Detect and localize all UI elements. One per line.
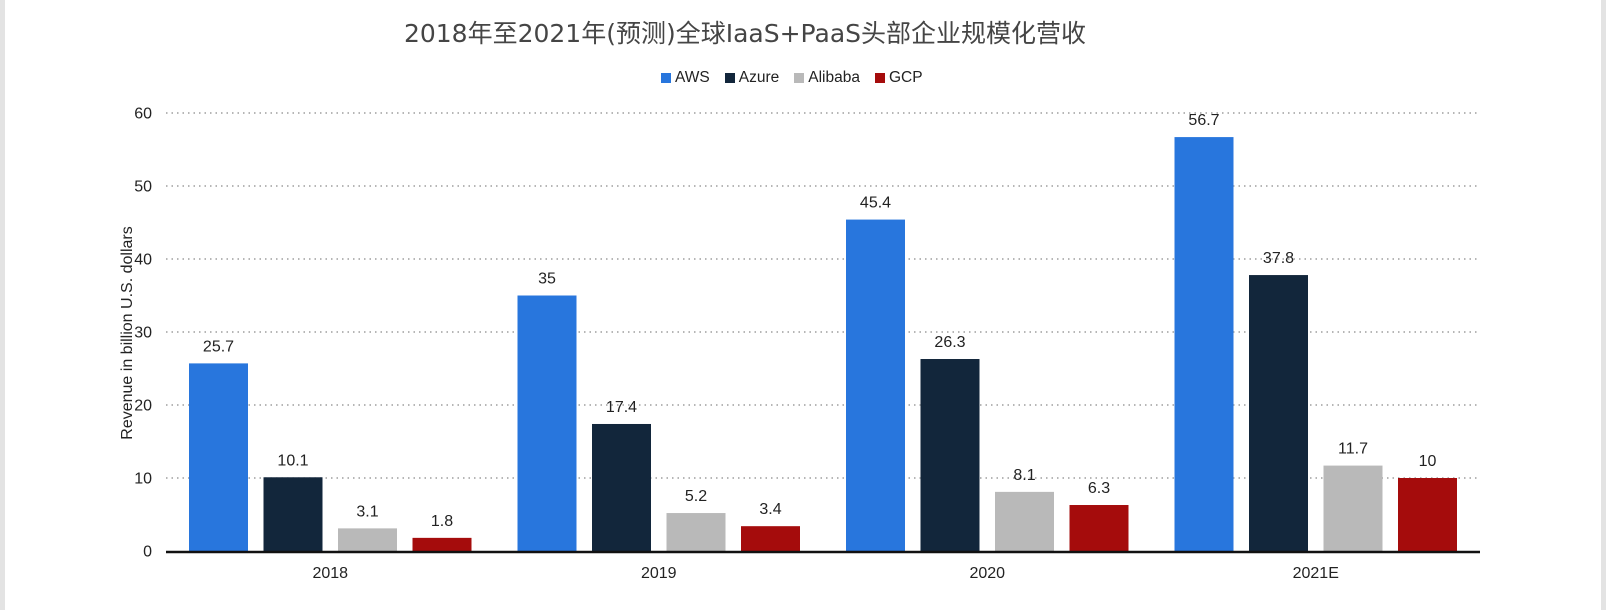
bar-aws-2018[interactable] xyxy=(189,363,248,551)
axes: 0 10 20 30 40 50 60 2018 2019 2020 2021E xyxy=(134,106,1480,582)
legend-item-gcp[interactable]: GCP xyxy=(874,69,923,87)
y-tick-label: 0 xyxy=(143,544,152,561)
legend-swatch-aws xyxy=(661,73,671,83)
legend-item-alibaba[interactable]: Alibaba xyxy=(794,69,860,87)
bar-alibaba-2021e[interactable] xyxy=(1323,465,1383,551)
x-tick-label: 2019 xyxy=(641,565,677,582)
data-label: 26.3 xyxy=(934,334,965,351)
legend-swatch-gcp xyxy=(874,73,885,83)
data-label: 3.4 xyxy=(759,501,781,518)
data-label: 45.4 xyxy=(860,195,891,212)
legend-swatch-alibaba xyxy=(794,73,805,83)
bar-gcp-2019[interactable] xyxy=(741,526,800,551)
data-label: 37.8 xyxy=(1263,250,1294,267)
legend-label-aws: AWS xyxy=(675,69,710,86)
data-label: 3.1 xyxy=(356,503,378,520)
y-axis-label: Revenue in billion U.S. dollars xyxy=(119,226,136,439)
x-tick-label: 2020 xyxy=(969,565,1005,582)
data-label: 56.7 xyxy=(1188,112,1219,129)
bar-gcp-2020[interactable] xyxy=(1069,505,1129,551)
bar-alibaba-2018[interactable] xyxy=(338,528,397,551)
bar-alibaba-2020[interactable] xyxy=(995,491,1054,551)
data-label: 35 xyxy=(538,271,556,288)
bar-alibaba-2019[interactable] xyxy=(666,513,726,551)
legend-swatch-azure xyxy=(724,73,735,83)
data-label: 10.1 xyxy=(277,452,308,469)
legend-label-alibaba: Alibaba xyxy=(808,69,860,86)
data-label: 11.7 xyxy=(1338,441,1368,458)
x-tick-label: 2021E xyxy=(1293,565,1339,582)
data-label: 1.8 xyxy=(431,513,453,530)
legend-item-azure[interactable]: Azure xyxy=(724,69,780,87)
bars: 25.7 10.1 3.1 1.8 35 17.4 5.2 3.4 45.4 26.3 8.1 6.3… xyxy=(189,112,1457,551)
x-tick-label: 2018 xyxy=(312,565,348,582)
bar-gcp-2021e[interactable] xyxy=(1398,478,1457,551)
y-tick-label: 50 xyxy=(134,179,152,196)
data-label: 8.1 xyxy=(1013,467,1035,484)
data-label: 10 xyxy=(1419,453,1437,470)
legend-label-gcp: GCP xyxy=(888,69,923,86)
page-right-border xyxy=(1601,0,1606,610)
bar-aws-2021e[interactable] xyxy=(1174,137,1234,551)
y-tick-label: 30 xyxy=(134,325,152,342)
data-label: 5.2 xyxy=(685,488,707,505)
bar-azure-2021e[interactable] xyxy=(1249,275,1308,551)
legend-label-azure: Azure xyxy=(738,69,780,86)
bar-aws-2019[interactable] xyxy=(517,295,577,552)
y-tick-label: 40 xyxy=(134,252,152,269)
data-label: 25.7 xyxy=(203,338,234,355)
data-label: 6.3 xyxy=(1088,480,1110,497)
bar-gcp-2018[interactable] xyxy=(412,537,472,551)
bar-azure-2018[interactable] xyxy=(263,477,323,551)
chart-legend: AWS Azure Alibaba GCP xyxy=(661,68,938,88)
page-left-border xyxy=(0,0,5,610)
bar-azure-2020[interactable] xyxy=(920,359,980,551)
y-tick-label: 10 xyxy=(134,471,152,488)
y-tick-label: 20 xyxy=(134,398,152,415)
chart-title: 2018年至2021年(预测)全球IaaS+PaaS头部企业规模化营收 xyxy=(403,19,1087,48)
bar-azure-2019[interactable] xyxy=(592,423,651,551)
bar-aws-2020[interactable] xyxy=(846,219,905,551)
data-label: 17.4 xyxy=(606,399,637,416)
y-tick-label: 60 xyxy=(134,106,152,123)
legend-item-aws[interactable]: AWS xyxy=(661,69,710,87)
